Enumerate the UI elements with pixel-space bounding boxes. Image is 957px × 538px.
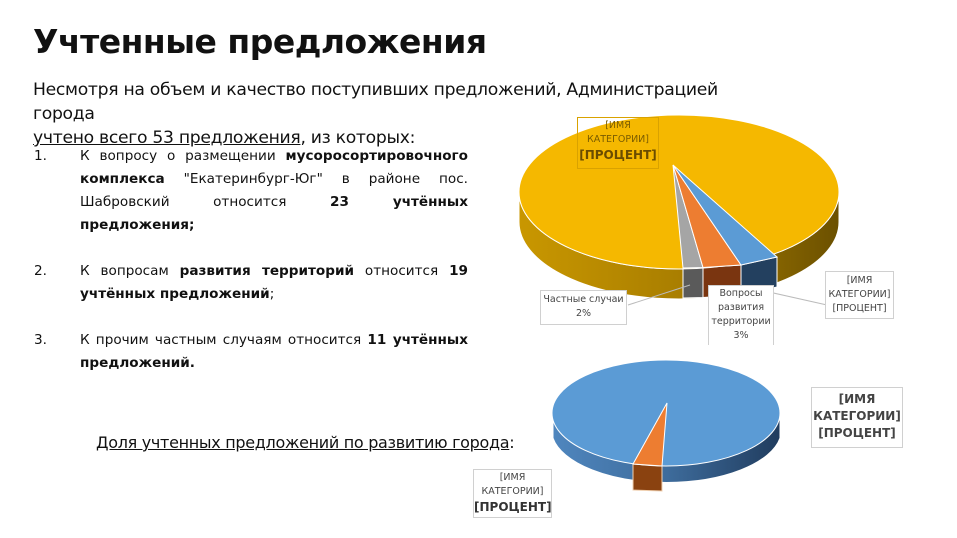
pie1-label-private: Частные случаи 2%: [540, 290, 627, 325]
label-line: КАТЕГОРИИ]: [828, 289, 891, 300]
label-line: [ИМЯ: [846, 275, 873, 286]
label-line: Вопросы: [719, 288, 763, 299]
intro-rest: , из которых:: [300, 128, 416, 148]
text-part: К прочим частным случаям относится: [80, 332, 368, 348]
label-line: [ПРОЦЕНТ]: [474, 500, 552, 514]
list-text: К прочим частным случаям относится 11 уч…: [80, 329, 468, 375]
list-number: 2.: [34, 263, 47, 279]
pie2-label-blue: [ИМЯ КАТЕГОРИИ] [ПРОЦЕНТ]: [811, 387, 903, 448]
label-line: [ПРОЦЕНТ]: [579, 148, 657, 162]
numbered-list: 1. К вопросу о размещении мусоросортиров…: [34, 145, 468, 398]
list-text: К вопросам развития территорий относится…: [80, 260, 468, 306]
bold-part: 23 учтённых предложения;: [80, 194, 468, 233]
text-part: К вопросам: [80, 263, 180, 279]
pie-chart-1: [518, 114, 840, 306]
list-text: К вопросу о размещении мусоросортировочн…: [80, 145, 468, 237]
label-line: КАТЕГОРИИ]: [587, 134, 649, 145]
bold-part: мусоросортировочного комплекса: [80, 148, 468, 187]
text-part: "Екатеринбург-Юг" в районе пос. Шабровск…: [80, 171, 468, 210]
pie2-side-orange: [632, 463, 663, 492]
intro-line1: Несмотря на объем и качество поступивших…: [33, 80, 718, 124]
bold-part: 11 учтённых предложений.: [80, 332, 468, 371]
pie1-label-main: [ИМЯ КАТЕГОРИИ] [ПРОЦЕНТ]: [577, 117, 659, 169]
label-line: 3%: [733, 330, 749, 341]
slide-title: Учтенные предложения: [33, 22, 487, 61]
list-item: 3. К прочим частным случаям относится 11…: [34, 329, 468, 375]
pie1-slice-blue: [672, 164, 779, 266]
text-part: относится: [354, 263, 450, 279]
pie1-label-territory: Вопросы развития территории 3%: [708, 285, 774, 345]
pie1-side-gray: [682, 266, 704, 299]
pie-chart-2: [551, 359, 781, 492]
pie2-slice-orange: [632, 402, 668, 467]
label-line: территории: [711, 316, 771, 327]
text-part: К вопросу о размещении: [80, 148, 286, 164]
list-number: 3.: [34, 332, 47, 348]
chart2-heading: Доля учтенных предложений по развитию го…: [96, 433, 515, 452]
text-part: ;: [269, 286, 275, 302]
label-line: развития: [717, 302, 765, 313]
label-line: [ИМЯ: [605, 120, 631, 131]
list-number: 1.: [34, 148, 47, 164]
label-line: КАТЕГОРИИ]: [481, 486, 544, 497]
label-line: Частные случаи: [543, 294, 624, 305]
chart2-heading-text: Доля учтенных предложений по развитию го…: [96, 433, 510, 452]
pie1-label-blue: [ИМЯ КАТЕГОРИИ] [ПРОЦЕНТ]: [825, 271, 894, 319]
label-line: [ИМЯ: [838, 392, 876, 406]
intro-underlined: учтено всего 53 предложения: [33, 128, 301, 148]
list-item: 1. К вопросу о размещении мусоросортиров…: [34, 145, 468, 237]
chart2-heading-colon: :: [509, 433, 515, 452]
label-line: КАТЕГОРИИ]: [813, 409, 901, 423]
label-line: [ПРОЦЕНТ]: [832, 303, 887, 314]
label-line: [ИМЯ: [499, 472, 526, 483]
bold-part: развития территорий: [179, 263, 355, 279]
list-item: 2. К вопросам развития территорий относи…: [34, 260, 468, 306]
label-line: [ПРОЦЕНТ]: [818, 426, 896, 440]
leader-line: [627, 284, 691, 306]
intro-text: Несмотря на объем и качество поступивших…: [33, 78, 773, 150]
pie2-label-orange: [ИМЯ КАТЕГОРИИ] [ПРОЦЕНТ]: [473, 469, 552, 518]
bold-part: 19 учтённых предложений: [80, 263, 468, 302]
label-line: 2%: [575, 308, 592, 319]
